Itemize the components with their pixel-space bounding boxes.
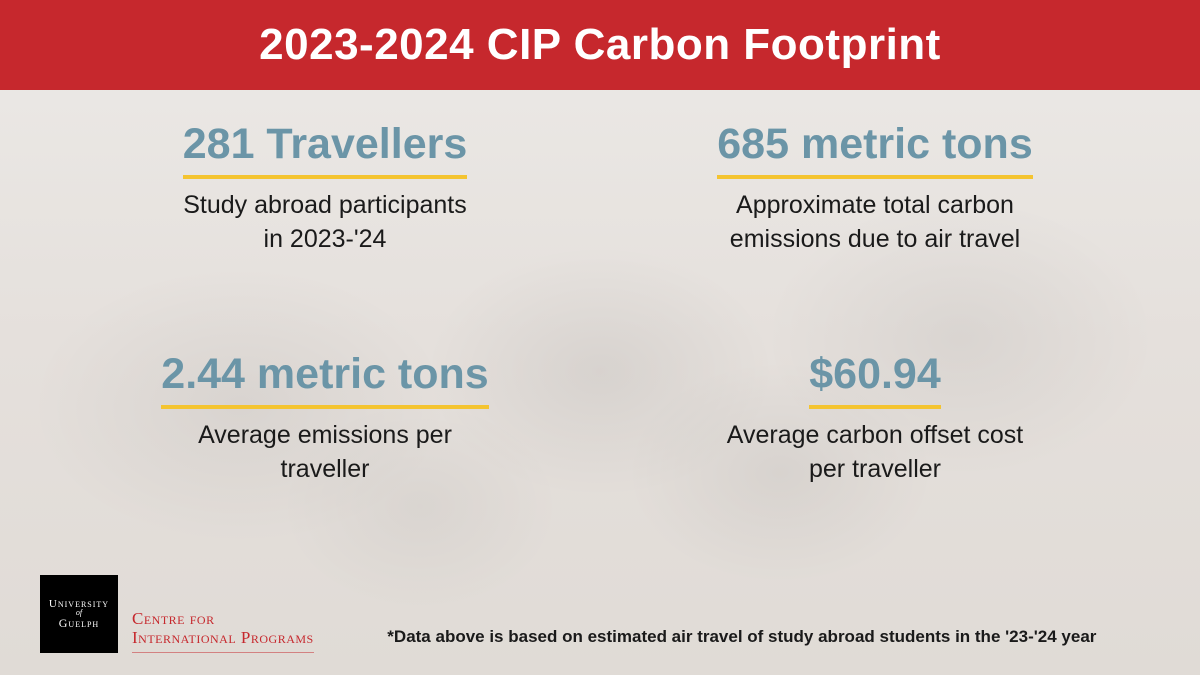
stat-desc: Approximate total carbon emissions due t… bbox=[730, 189, 1020, 257]
stat-headline: 281 Travellers bbox=[183, 120, 468, 179]
stat-headline: 685 metric tons bbox=[717, 120, 1032, 179]
stat-desc: Average emissions per traveller bbox=[198, 419, 452, 487]
logo-block: University of Guelph Centre for Internat… bbox=[40, 575, 314, 653]
stat-desc: Study abroad participants in 2023-'24 bbox=[183, 189, 467, 257]
stat-total-emissions: 685 metric tons Approximate total carbon… bbox=[630, 120, 1120, 320]
centre-name: Centre for International Programs bbox=[132, 609, 314, 653]
stat-travellers: 281 Travellers Study abroad participants… bbox=[80, 120, 570, 320]
stat-headline: 2.44 metric tons bbox=[161, 350, 488, 409]
stats-grid: 281 Travellers Study abroad participants… bbox=[0, 90, 1200, 560]
footer: University of Guelph Centre for Internat… bbox=[0, 560, 1200, 675]
page-title: 2023-2024 CIP Carbon Footprint bbox=[259, 20, 941, 70]
stat-headline: $60.94 bbox=[809, 350, 941, 409]
university-logo: University of Guelph bbox=[40, 575, 118, 653]
footnote: *Data above is based on estimated air tr… bbox=[314, 627, 1160, 653]
stat-offset-cost: $60.94 Average carbon offset cost per tr… bbox=[630, 350, 1120, 550]
stat-avg-emissions: 2.44 metric tons Average emissions per t… bbox=[80, 350, 570, 550]
stat-desc: Average carbon offset cost per traveller bbox=[727, 419, 1023, 487]
title-banner: 2023-2024 CIP Carbon Footprint bbox=[0, 0, 1200, 90]
